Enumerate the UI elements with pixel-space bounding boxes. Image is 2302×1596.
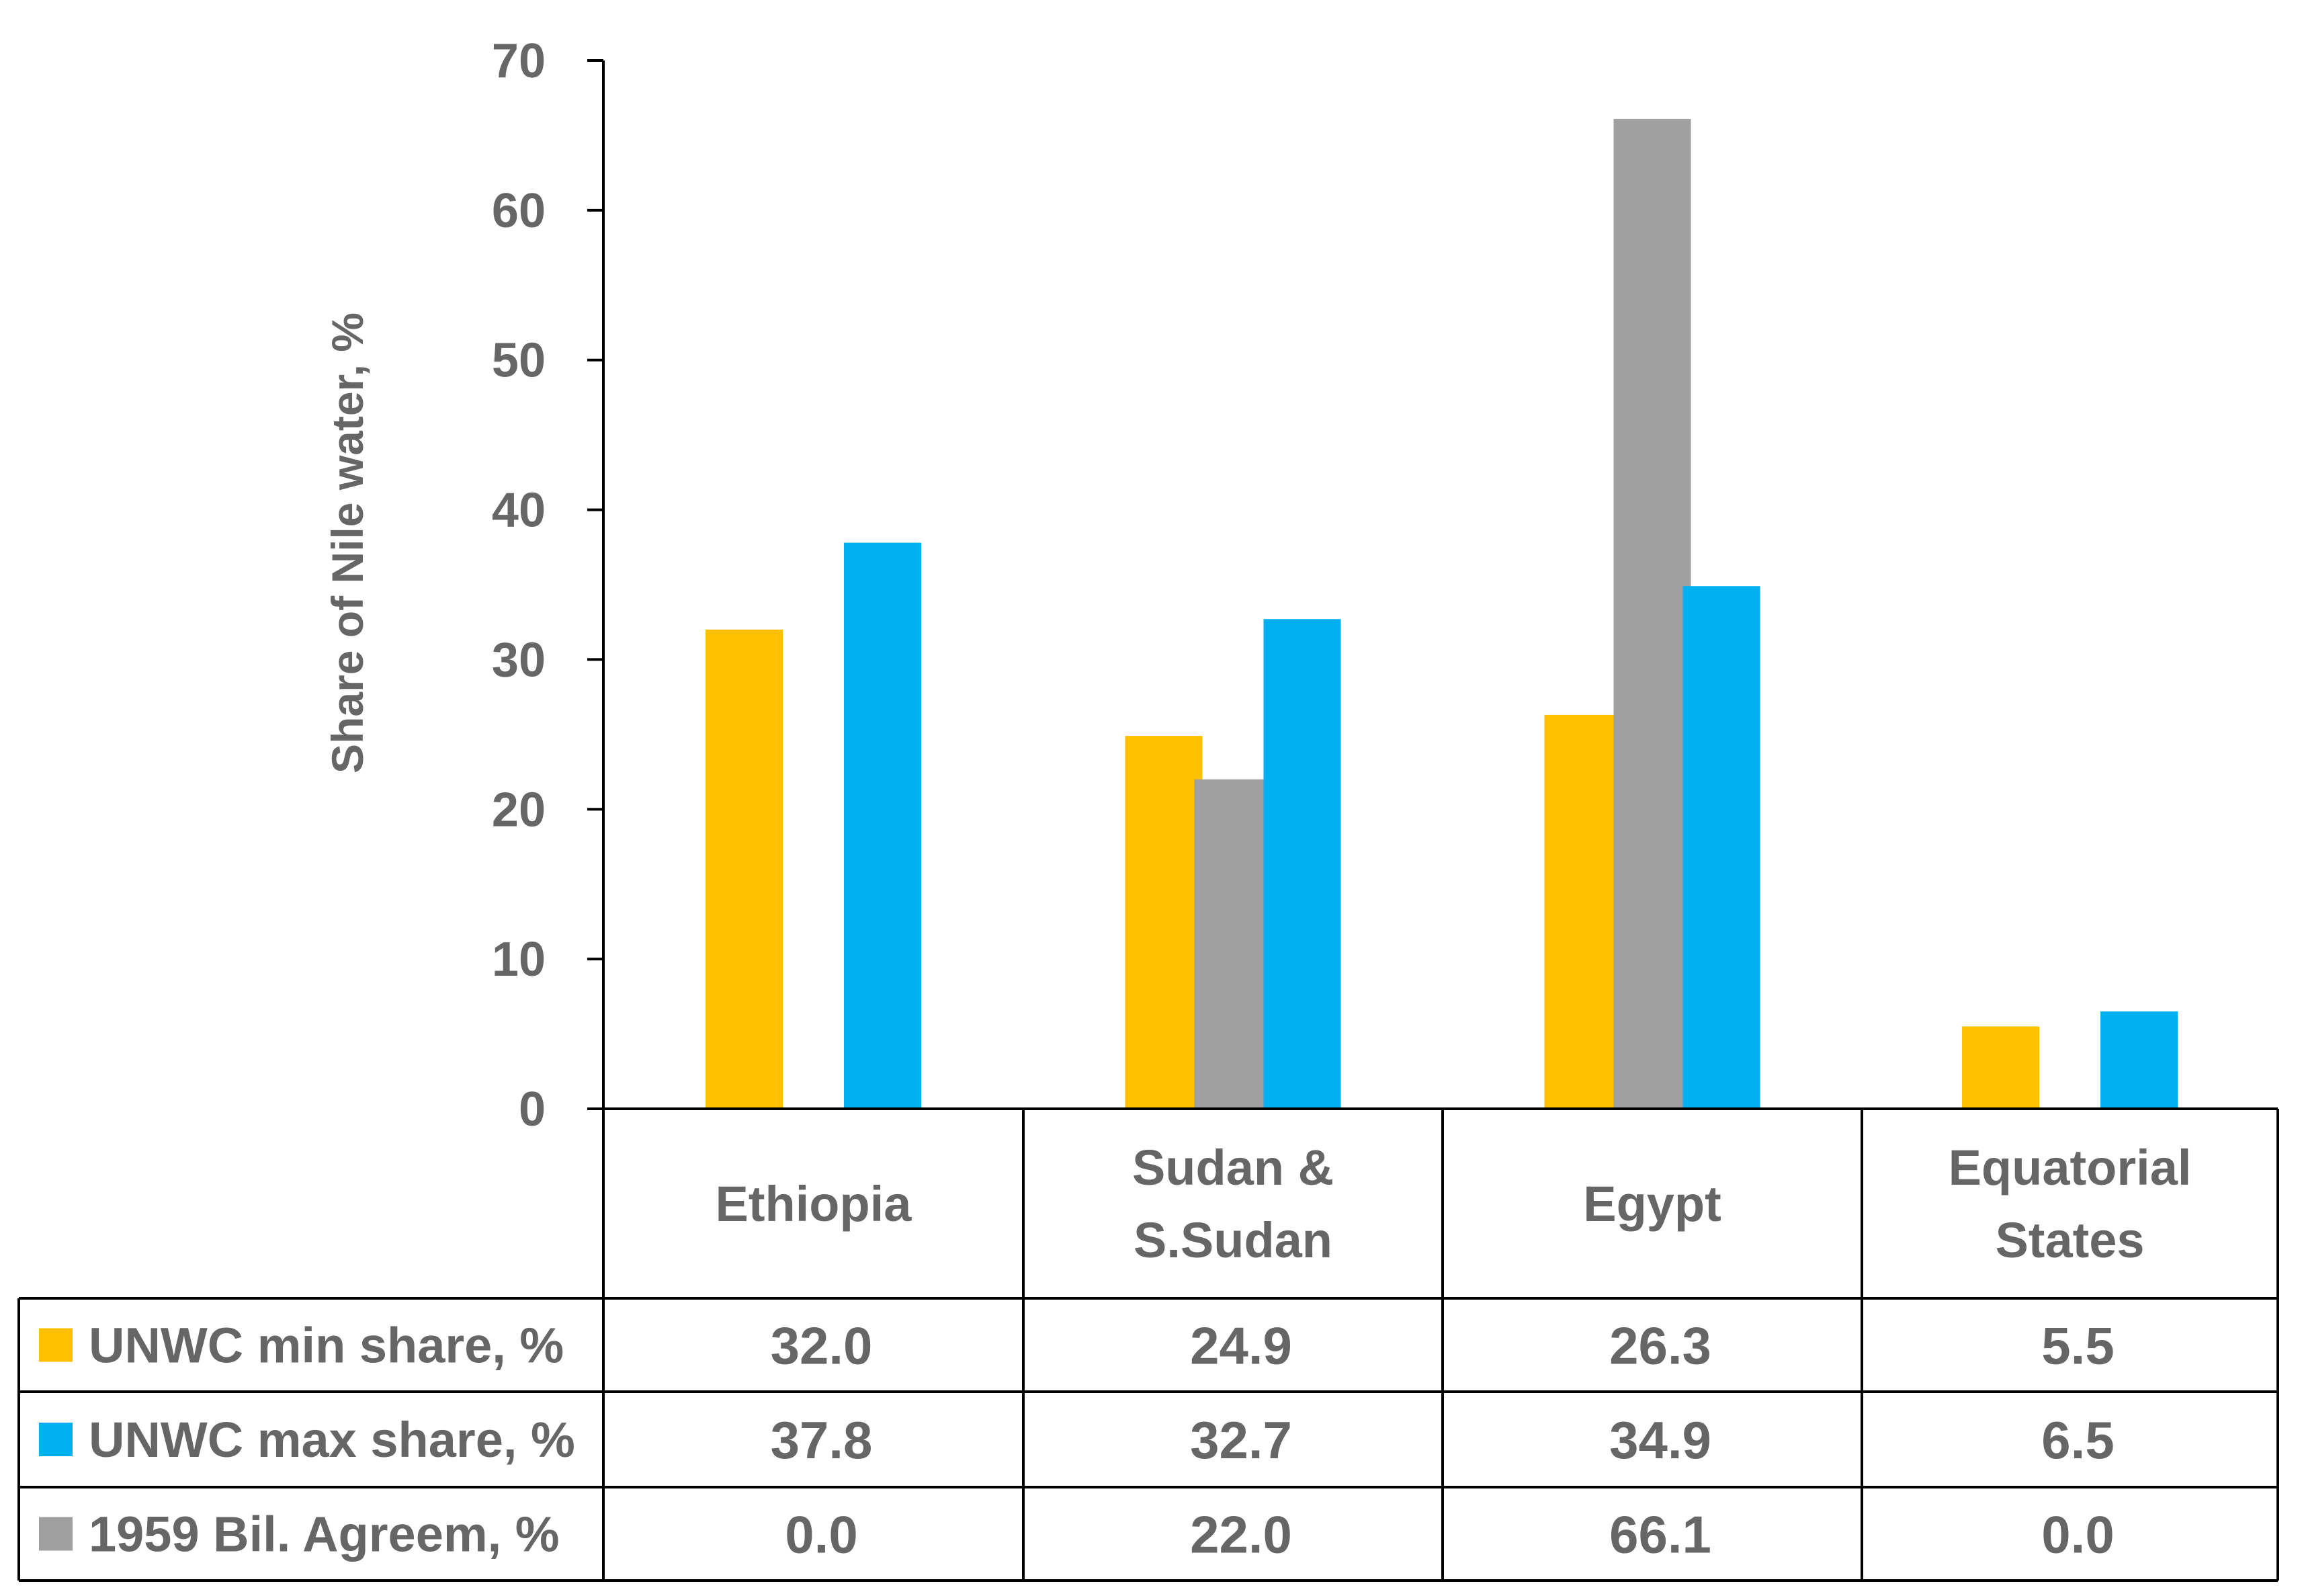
table-value-0-3: 5.5 bbox=[2041, 1316, 2114, 1376]
bar-unwc-min-share-0 bbox=[706, 629, 783, 1109]
table-value-0-2: 26.3 bbox=[1609, 1316, 1711, 1376]
y-tick-label-50: 50 bbox=[492, 334, 546, 388]
legend-swatch-2 bbox=[39, 1517, 73, 1551]
category-label-0-0: Ethiopia bbox=[716, 1176, 912, 1232]
y-tick-label-10: 10 bbox=[492, 933, 546, 986]
table-value-1-3: 6.5 bbox=[2041, 1411, 2114, 1470]
category-label-3-1: States bbox=[1995, 1212, 2144, 1268]
bar-unwc-max-share-3 bbox=[2100, 1011, 2178, 1109]
legend-swatch-1 bbox=[39, 1423, 73, 1456]
bar-unwc-max-share-2 bbox=[1682, 586, 1760, 1109]
bar-unwc-max-share-1 bbox=[1263, 619, 1341, 1109]
legend-label-2: 1959 Bil. Agreem, % bbox=[89, 1507, 560, 1562]
category-label-3-0: Equatorial bbox=[1949, 1140, 2192, 1195]
y-tick-label-0: 0 bbox=[519, 1083, 546, 1136]
table-value-2-0: 0.0 bbox=[785, 1505, 857, 1564]
bar-unwc-min-share-3 bbox=[1962, 1026, 2039, 1109]
category-label-1-1: S.Sudan bbox=[1134, 1212, 1332, 1268]
table-value-1-2: 34.9 bbox=[1609, 1411, 1711, 1470]
y-tick-label-60: 60 bbox=[492, 184, 546, 238]
table-value-1-0: 37.8 bbox=[771, 1411, 873, 1470]
bar-unwc-min-share-1 bbox=[1125, 736, 1203, 1109]
bar-unwc-max-share-0 bbox=[844, 542, 921, 1109]
bars-layer bbox=[706, 118, 2178, 1109]
data-table: Ethiopia Sudan & S.Sudan Egypt Equatorial Sta… bbox=[17, 1107, 2279, 1582]
category-label-2-0: Egypt bbox=[1583, 1176, 1721, 1232]
table-value-1-1: 32.7 bbox=[1190, 1411, 1292, 1470]
table-value-0-1: 24.9 bbox=[1190, 1316, 1292, 1376]
legend-swatch-0 bbox=[39, 1328, 73, 1362]
bar-1959-bil-agreem-1 bbox=[1194, 779, 1272, 1109]
table-value-2-3: 0.0 bbox=[2041, 1505, 2114, 1564]
bar-1959-bil-agreem-2 bbox=[1613, 118, 1691, 1109]
y-tick-label-30: 30 bbox=[492, 633, 546, 687]
table-value-2-1: 22.0 bbox=[1190, 1505, 1292, 1564]
y-tick-label-70: 70 bbox=[492, 34, 546, 88]
legend-label-1: UNWC max share, % bbox=[89, 1412, 575, 1468]
y-axis-title: Share of Nile water, % bbox=[323, 312, 372, 773]
table-value-2-2: 66.1 bbox=[1609, 1505, 1711, 1564]
legend-label-0: UNWC min share, % bbox=[89, 1318, 564, 1374]
bar-unwc-min-share-2 bbox=[1544, 714, 1622, 1109]
y-tick-label-40: 40 bbox=[492, 484, 546, 538]
y-tick-label-20: 20 bbox=[492, 783, 546, 837]
category-label-1-0: Sudan & bbox=[1132, 1140, 1334, 1195]
table-value-0-0: 32.0 bbox=[771, 1316, 873, 1376]
y-axis: 0 10 20 30 40 50 60 70 bbox=[492, 34, 605, 1136]
